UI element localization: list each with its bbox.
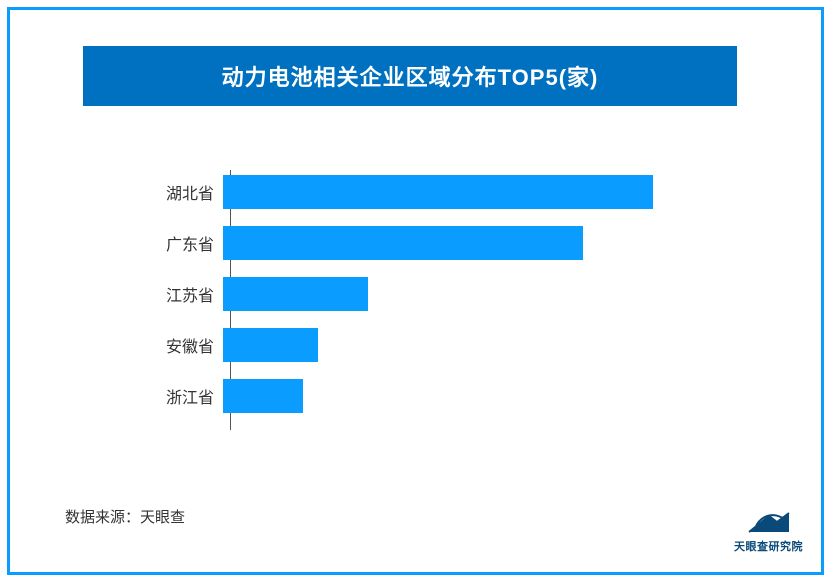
data-source: 数据来源：天眼查 (65, 506, 185, 527)
logo-text: 天眼查研究院 (734, 538, 803, 554)
bar-row: 湖北省 (160, 175, 700, 209)
bar-label: 广东省 (160, 231, 222, 255)
logo-icon (747, 506, 791, 536)
logo: 天眼查研究院 (734, 506, 803, 554)
chart-area: 湖北省广东省江苏省安徽省浙江省 (160, 170, 700, 440)
bar-wrap (223, 277, 700, 311)
bar-wrap (223, 226, 700, 260)
bar-wrap (223, 328, 700, 362)
bar-row: 浙江省 (160, 379, 700, 413)
chart-title: 动力电池相关企业区域分布TOP5(家) (222, 60, 599, 92)
bar-wrap (223, 379, 700, 413)
bar (223, 226, 583, 260)
bar-row: 广东省 (160, 226, 700, 260)
bar-wrap (223, 175, 700, 209)
bar (223, 328, 318, 362)
bar-label: 湖北省 (160, 180, 222, 204)
chart-frame: 动力电池相关企业区域分布TOP5(家) 湖北省广东省江苏省安徽省浙江省 数据来源… (7, 7, 824, 575)
bar-label: 江苏省 (160, 282, 222, 306)
bar-row: 安徽省 (160, 328, 700, 362)
bar-row: 江苏省 (160, 277, 700, 311)
bar (223, 277, 368, 311)
bar-label: 安徽省 (160, 333, 222, 357)
bar (223, 175, 653, 209)
bar (223, 379, 303, 413)
bar-label: 浙江省 (160, 384, 222, 408)
title-bar: 动力电池相关企业区域分布TOP5(家) (83, 46, 737, 106)
